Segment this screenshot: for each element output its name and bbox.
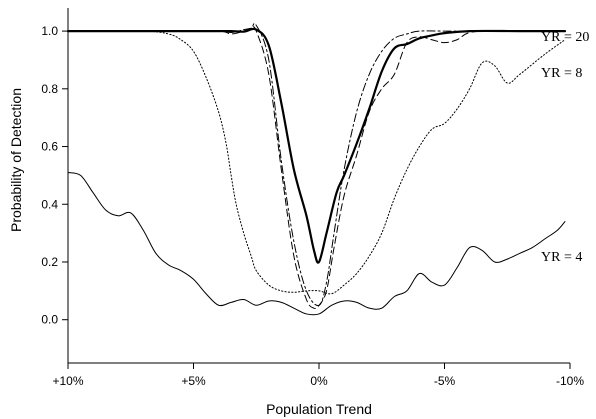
x-tick-label: +5% — [181, 374, 206, 388]
series-line-5-solid-thin — [67, 172, 566, 316]
y-tick-label: 0.4 — [41, 197, 58, 211]
x-ticks: +10% +5% 0% -5% -10% — [52, 363, 584, 388]
series-lines — [66, 22, 567, 316]
x-tick-label: -5% — [434, 374, 456, 388]
series-line-2-dash-dot — [67, 22, 566, 307]
y-tick-label: 0.6 — [41, 140, 58, 154]
axes — [67, 8, 570, 364]
x-tick-label: -10% — [556, 374, 584, 388]
y-axis-title: Probability of Detection — [8, 88, 24, 232]
x-axis-title: Population Trend — [266, 401, 372, 417]
series-label-yr20: YR = 20 — [541, 30, 589, 45]
y-ticks: 0.0 0.2 0.4 0.6 0.8 1.0 — [41, 24, 68, 327]
y-tick-label: 0.0 — [41, 313, 58, 327]
y-tick-label: 0.8 — [41, 82, 58, 96]
y-tick-label: 0.2 — [41, 255, 58, 269]
series-label-yr8: YR = 8 — [541, 66, 582, 81]
series-line-3-dashed — [67, 26, 566, 310]
series-line-4-dotted — [67, 30, 566, 295]
y-tick-label: 1.0 — [41, 24, 58, 38]
series-label-yr4: YR = 4 — [541, 250, 582, 265]
x-tick-label: 0% — [310, 374, 328, 388]
x-tick-label: +10% — [52, 374, 83, 388]
series-line-1-solid-bold — [66, 27, 567, 264]
